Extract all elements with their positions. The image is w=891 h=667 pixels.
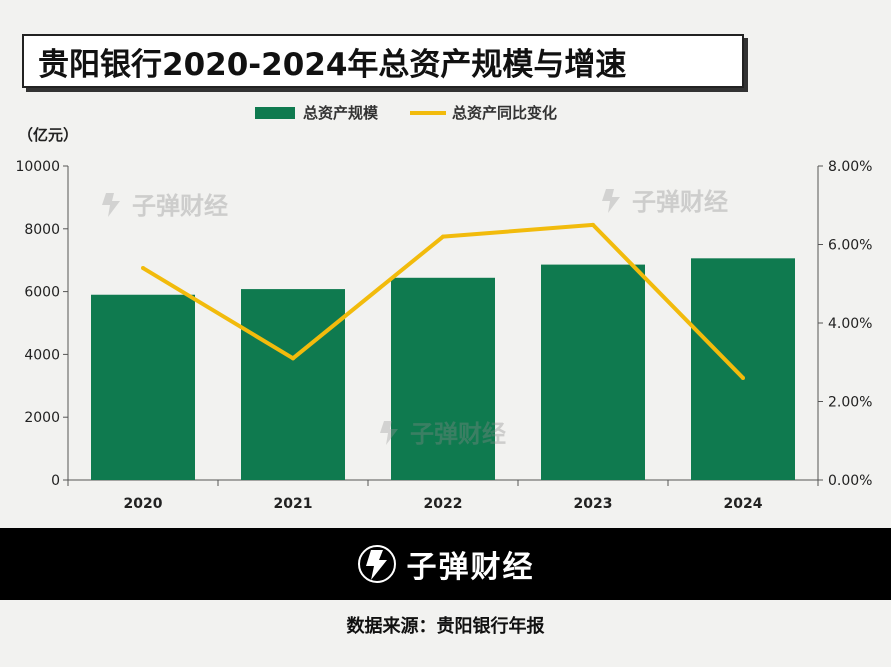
x-tick-label: 2023 bbox=[574, 496, 613, 512]
y-axis-unit: （亿元） bbox=[18, 126, 78, 144]
line-point-2024 bbox=[741, 375, 745, 380]
watermark-3: 子弹财经 bbox=[378, 414, 506, 449]
y-left-tick-label: 8000 bbox=[24, 222, 60, 238]
bar-2021 bbox=[241, 289, 345, 480]
y-left-tick-label: 4000 bbox=[24, 347, 60, 363]
data-source: 数据来源：贵阳银行年报 bbox=[346, 616, 545, 637]
watermark-logo-icon bbox=[102, 192, 120, 217]
y-left-tick-label: 10000 bbox=[15, 159, 60, 175]
line-point-2022 bbox=[441, 234, 445, 239]
watermark-logo-icon bbox=[380, 420, 398, 445]
bar-2024 bbox=[691, 258, 795, 480]
watermark-1: 子弹财经 bbox=[100, 186, 228, 221]
line-point-2020 bbox=[141, 266, 145, 271]
x-tick-label: 2024 bbox=[724, 496, 763, 512]
legend-swatch-bar bbox=[255, 107, 295, 119]
chart-area: （亿元） 总资产规模 总资产同比变化 0 2000 4000 6000 8000 10000 0.… bbox=[15, 104, 872, 512]
watermark-logo-icon bbox=[602, 188, 620, 213]
legend-label-bar: 总资产规模 bbox=[303, 104, 379, 122]
line-point-2023 bbox=[591, 222, 595, 227]
watermark-2: 子弹财经 bbox=[600, 182, 728, 217]
x-tick-label: 2021 bbox=[274, 496, 313, 512]
brand-logo-icon bbox=[357, 545, 396, 583]
y-left-tick-label: 0 bbox=[51, 473, 60, 489]
x-tick-label: 2020 bbox=[124, 496, 163, 512]
bar-2023 bbox=[541, 264, 645, 480]
bar-2020 bbox=[91, 294, 195, 480]
y-right-tick-label: 4.00% bbox=[828, 316, 872, 332]
y-left-tick-label: 6000 bbox=[24, 285, 60, 301]
chart-title: 贵阳银行2020-2024年总资产规模与增速 bbox=[38, 46, 627, 83]
y-right-tick-label: 8.00% bbox=[828, 159, 872, 175]
y-right-tick-label: 2.00% bbox=[828, 395, 872, 411]
y-right-tick-label: 0.00% bbox=[828, 473, 872, 489]
footer-band: 子弹财经 bbox=[0, 528, 891, 600]
line-point-2021 bbox=[291, 356, 295, 361]
y-right-tick-label: 6.00% bbox=[828, 238, 872, 254]
chart-title-box: 贵阳银行2020-2024年总资产规模与增速 bbox=[22, 34, 744, 88]
x-tick-label: 2022 bbox=[424, 496, 463, 512]
footer-brand: 子弹财经 bbox=[406, 550, 535, 585]
y-left-tick-label: 2000 bbox=[24, 410, 60, 426]
legend-label-line: 总资产同比变化 bbox=[452, 104, 557, 122]
bar-2022 bbox=[391, 277, 495, 480]
